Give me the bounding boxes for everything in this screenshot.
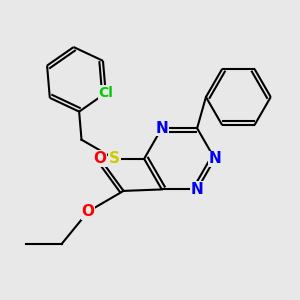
Text: S: S [109, 151, 120, 166]
Text: N: N [191, 182, 203, 197]
Text: N: N [155, 121, 168, 136]
Text: N: N [208, 151, 221, 166]
Text: Cl: Cl [98, 86, 113, 100]
Text: O: O [82, 204, 95, 219]
Text: O: O [93, 151, 106, 166]
